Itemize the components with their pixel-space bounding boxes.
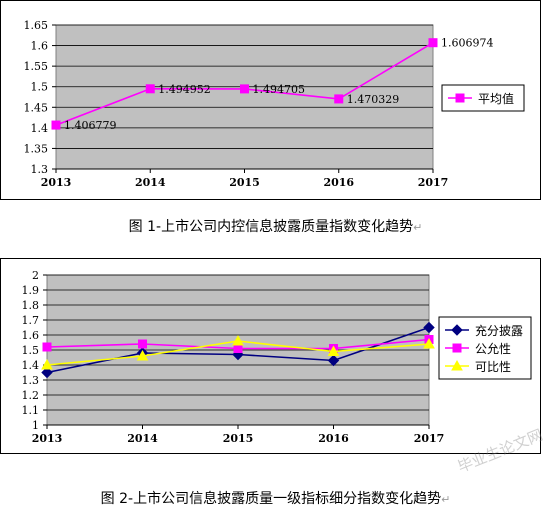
chart-2-series-3-point [41,358,53,370]
chart-2-caption-text: 图 2-上市公司信息披露质量一级指标细分指数变化趋势 [100,491,442,507]
chart-2-x-tick-label: 2015 [223,432,254,445]
chart-2-series-2-point [138,339,147,349]
chart-2-y-tick-label: 1.2 [22,389,40,402]
chart-2-y-tick-label: 1.1 [22,404,40,417]
chart-2-series-3-point [136,349,149,361]
chart-1-legend-label: 平均值 [478,91,514,106]
chart-1-series-1-point [51,120,61,130]
chart-2-y-tick-label: 2 [32,269,39,282]
chart-1-series-1-point [334,94,344,104]
chart-1-series-1-point [428,38,438,48]
chart-2-series-3-point [327,345,340,356]
chart-2-legend-label: 可比性 [475,360,511,374]
chart-1-plot-area [55,24,434,170]
chart-2-y-tick-label: 1.3 [22,374,40,387]
chart-2-x-tick-label: 2013 [32,432,63,445]
chart-1-data-label: 1.470329 [347,93,400,106]
chart-1-caption: 图 1-上市公司内控信息披露质量指数变化趋势↵ [0,216,551,236]
chart-1-x-tick-label: 2013 [41,176,72,189]
chart-1-series-1-point [145,84,155,94]
chart-2-y-tick-label: 1 [32,419,39,432]
chart-2-x-tick-label: 2016 [318,432,349,445]
chart-1-x-tick-label: 2017 [418,176,449,189]
chart-1-svg: 1.3 1.35 1.4 1.45 1.5 1.55 1.6 1.65 2013 2014 2015… [24,19,525,189]
chart-2-legend-label: 充分披露 [475,323,523,338]
chart-2-y-tick-label: 1.4 [22,359,40,372]
chart-2-y-tick-label: 1.8 [22,299,40,312]
chart-2-y-tick-label: 1.6 [22,329,40,342]
paragraph-mark: ↵ [413,221,423,234]
chart-2-series-2-point [233,344,243,353]
chart-2-svg: 1 1.1 1.2 1.3 1.4 1.5 1.6 1.7 1.8 1.9 2 2013 2014 201… [22,269,532,445]
chart-1-legend-swatch-marker [455,93,465,103]
chart-2-legend-swatch-marker [452,343,462,353]
chart-1-data-label: 1.494705 [253,83,306,96]
chart-2-legend-swatch-marker [451,359,463,371]
chart-2-y-tick-label: 1.7 [22,314,40,327]
chart-2-x-tick-label: 2014 [127,432,158,445]
chart-1-data-label: 1.406779 [64,119,117,132]
chart-1-y-tick-label: 1.4 [31,122,49,135]
chart-1-series-1-point [240,84,249,94]
paragraph-mark: ↵ [441,493,451,506]
chart-2: 1 1.1 1.2 1.3 1.4 1.5 1.6 1.7 1.8 1.9 2 2013 2014 201… [0,258,541,454]
chart-1-data-label: 1.606974 [441,37,494,50]
chart-1-x-tick-label: 2014 [135,176,166,189]
chart-2-series-1-point [423,321,435,334]
chart-2-caption: 图 2-上市公司信息披露质量一级指标细分指数变化趋势↵ [0,488,551,508]
chart-1-data-label: 1.494952 [158,83,211,96]
chart-1: 1.3 1.35 1.4 1.45 1.5 1.55 1.6 1.65 2013 2014 2015… [0,0,541,200]
chart-1-y-tick-label: 1.5 [31,81,49,94]
chart-1-y-tick-label: 1.3 [31,163,49,176]
chart-2-series-1-point [41,366,53,379]
chart-1-y-tick-label: 1.45 [24,101,49,114]
chart-1-y-tick-label: 1.65 [24,19,49,32]
chart-1-caption-text: 图 1-上市公司内控信息披露质量指数变化趋势 [128,219,414,235]
chart-1-y-tick-label: 1.35 [24,142,49,155]
chart-2-legend-swatch-marker [451,324,463,336]
chart-2-series-3-point [232,334,244,346]
chart-1-y-tick-label: 1.6 [31,40,49,53]
chart-1-x-tick-label: 2015 [229,176,260,189]
chart-2-x-tick-label: 2017 [414,432,445,445]
chart-1-x-tick-label: 2016 [323,176,354,189]
chart-1-y-tick-label: 1.55 [24,60,49,73]
chart-2-y-tick-label: 1.9 [22,284,40,297]
chart-1-legend [441,84,525,112]
chart-2-series-3-point [423,337,435,349]
chart-2-y-tick-label: 1.5 [22,344,40,357]
chart-2-series-1-point [327,354,340,367]
chart-2-legend-label: 公允性 [475,341,511,356]
chart-2-series-2-point [42,342,52,352]
